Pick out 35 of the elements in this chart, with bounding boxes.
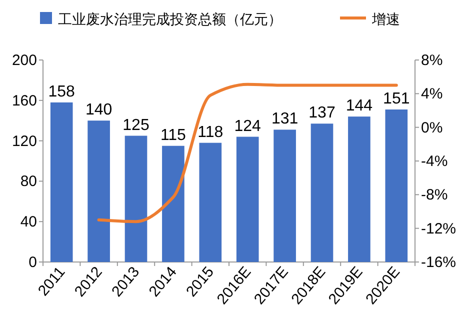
data-label: 151 [383,90,410,108]
y-tick-label: 0 [28,254,37,271]
y2-tick-label: 0% [421,119,443,136]
bar [162,146,184,262]
bar [124,136,148,262]
data-label: 137 [308,104,336,122]
data-label: 140 [85,102,112,119]
bar [236,136,259,262]
bar [310,124,334,262]
y2-tick-label: 8% [421,52,443,69]
y2-tick-label: 4% [421,86,443,103]
legend-label: 工业废水治理完成投资总额（亿元） [58,11,282,27]
y-tick-label: 80 [20,173,37,190]
y2-tick-label: -12% [421,220,456,238]
bar [348,116,370,262]
data-label: 118 [198,124,224,141]
y-tick-label: 120 [12,132,37,150]
data-label: 115 [160,126,186,144]
data-label: 124 [234,118,262,135]
data-label: 158 [48,83,76,100]
y-tick-label: 40 [20,214,37,231]
bar [385,109,408,262]
data-label: 131 [271,110,298,128]
data-label: 144 [346,98,373,115]
bar [274,130,296,262]
y2-tick-label: -4% [421,153,448,170]
bar [88,120,110,262]
y2-tick-label: -16% [421,254,456,271]
legend-label: 增速 [371,11,400,27]
data-label: 125 [122,116,150,134]
y2-tick-label: -8% [421,186,448,204]
bar [50,102,73,262]
y-tick-label: 200 [12,52,37,69]
y-tick-label: 160 [12,92,37,110]
bar [199,142,222,262]
